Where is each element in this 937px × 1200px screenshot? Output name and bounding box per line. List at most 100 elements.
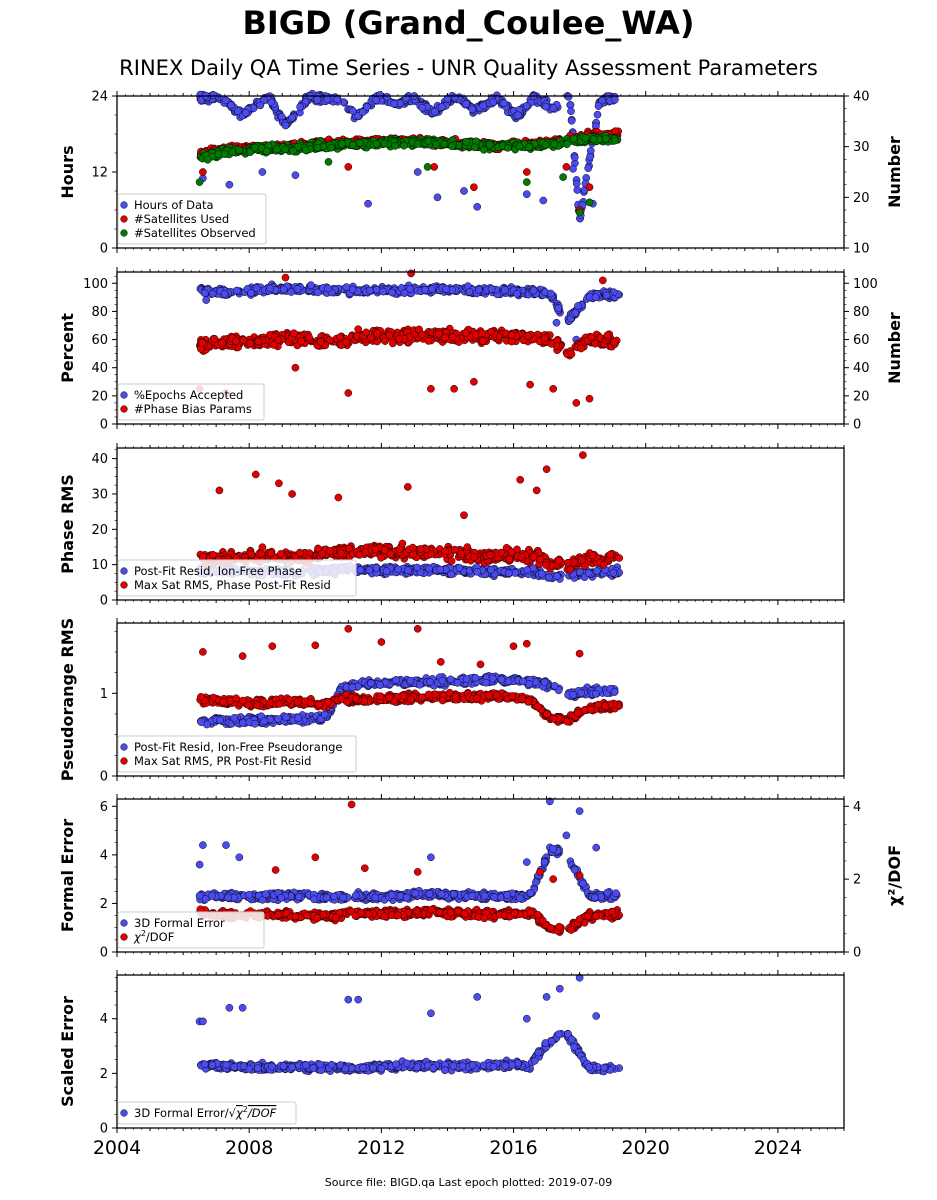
- outlier-point: [344, 163, 353, 171]
- outlier-point: [344, 389, 353, 397]
- data-point: [592, 567, 601, 575]
- y-right-tick-label: 20: [853, 389, 870, 404]
- series-3: [195, 131, 622, 217]
- data-point: [336, 549, 345, 558]
- series-1: [197, 672, 619, 729]
- outlier-point: [288, 490, 296, 498]
- data-point: [529, 286, 538, 295]
- data-point: [421, 285, 429, 294]
- series-2: [195, 269, 621, 407]
- data-point: [307, 281, 315, 289]
- legend-label: #Satellites Observed: [134, 226, 256, 240]
- outlier-point: [199, 168, 207, 176]
- outlier-point: [516, 475, 525, 484]
- legend: %Epochs Accepted#Phase Bias Params: [117, 383, 265, 421]
- data-point: [342, 337, 351, 346]
- data-point: [289, 147, 297, 155]
- data-point: [470, 143, 479, 152]
- data-point: [522, 102, 531, 110]
- outlier-point: [291, 171, 300, 180]
- data-point: [241, 108, 250, 117]
- outlier-point: [585, 198, 594, 207]
- data-point: [257, 549, 266, 558]
- data-point: [602, 134, 610, 143]
- data-point: [381, 337, 389, 345]
- outlier-point: [225, 180, 234, 189]
- data-point: [373, 329, 382, 338]
- y-tick-label: 12: [91, 166, 108, 181]
- data-point: [541, 102, 550, 111]
- data-point: [574, 302, 582, 310]
- data-point: [591, 339, 600, 348]
- data-point: [323, 95, 332, 104]
- y-right-tick-label: 30: [853, 140, 870, 155]
- legend-box: [117, 383, 265, 421]
- y-axis-label: Hours: [58, 145, 77, 198]
- data-point: [305, 333, 313, 342]
- y-tick-label: 24: [91, 90, 108, 105]
- outlier-point: [572, 399, 581, 407]
- data-point: [587, 333, 596, 341]
- data-point: [427, 550, 436, 558]
- data-point: [545, 573, 553, 582]
- data-point: [602, 291, 611, 300]
- outlier-point: [598, 276, 607, 285]
- data-point: [325, 336, 334, 344]
- outlier-point: [423, 163, 432, 171]
- data-point: [504, 569, 513, 577]
- data-point: [584, 569, 593, 577]
- legend-marker: [120, 229, 128, 237]
- data-point: [553, 572, 561, 581]
- outlier-point: [427, 384, 435, 393]
- data-point: [372, 139, 381, 148]
- page-subtitle: RINEX Daily QA Time Series - UNR Quality…: [119, 56, 818, 80]
- data-point: [606, 550, 615, 559]
- data-point: [470, 553, 479, 561]
- data-point: [571, 309, 580, 317]
- outlier-point: [324, 158, 333, 166]
- data-point: [462, 137, 471, 146]
- outlier-point: [585, 394, 594, 403]
- y-tick-label: 40: [91, 452, 108, 467]
- legend-label: Hours of Data: [134, 198, 214, 212]
- data-point: [418, 330, 426, 339]
- data-point: [318, 550, 326, 558]
- data-point: [391, 142, 399, 150]
- data-point: [577, 556, 586, 565]
- panel-2: 0 20 40 60 80 100 0 20 40 60 80 100 Percent Number %Ep…: [58, 267, 904, 433]
- y-right-tick-label: 20: [853, 191, 870, 206]
- legend-label: %Epochs Accepted: [134, 388, 243, 402]
- data-point: [293, 285, 302, 293]
- data-point: [252, 284, 261, 293]
- data-point: [290, 329, 298, 338]
- legend: Hours of Data#Satellites Used#Satellites…: [117, 193, 267, 245]
- outlier-point: [251, 470, 260, 479]
- outlier-point: [413, 168, 422, 176]
- legend-label: Post-Fit Resid, Ion-Free Phase: [134, 564, 302, 578]
- y-tick-label: 20: [91, 523, 108, 538]
- data-point: [274, 336, 282, 344]
- y-tick-label: 40: [91, 361, 108, 376]
- data-point: [227, 101, 235, 110]
- y-tick-label: 60: [91, 333, 108, 348]
- data-point: [475, 285, 483, 294]
- outlier-point: [334, 493, 343, 502]
- data-point: [569, 134, 578, 143]
- data-point: [609, 568, 618, 577]
- data-point: [447, 570, 456, 579]
- data-point: [388, 339, 397, 348]
- data-point: [573, 186, 582, 194]
- data-point: [198, 338, 206, 347]
- data-point: [365, 286, 374, 295]
- data-point: [425, 564, 433, 573]
- data-point: [258, 543, 267, 552]
- data-point: [349, 107, 357, 115]
- outlier-point: [430, 163, 439, 171]
- data-point: [610, 136, 619, 145]
- data-point: [314, 288, 322, 297]
- data-point: [566, 565, 575, 574]
- data-point: [383, 92, 391, 101]
- data-point: [584, 164, 593, 173]
- data-point: [440, 140, 449, 148]
- data-point: [200, 289, 209, 298]
